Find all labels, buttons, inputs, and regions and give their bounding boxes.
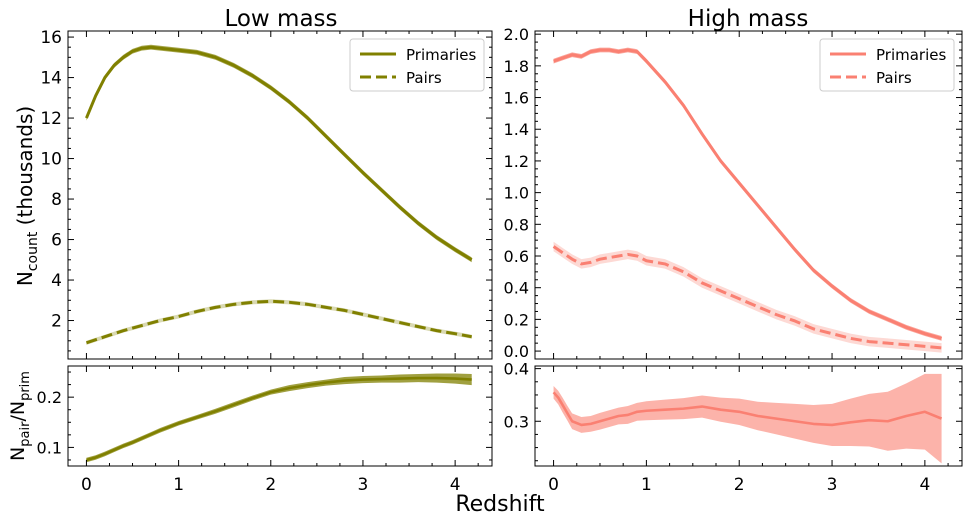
x-tick-label: 2 bbox=[265, 475, 276, 495]
pairs-line bbox=[85, 299, 472, 345]
y-tick-label: 6 bbox=[51, 231, 62, 251]
ratio-line bbox=[86, 376, 472, 462]
ratio-line bbox=[552, 391, 943, 427]
legend-label-primaries: Primaries bbox=[876, 46, 946, 64]
x-tick-label: 4 bbox=[919, 475, 930, 495]
legend-label-pairs: Pairs bbox=[406, 69, 442, 87]
plot-area bbox=[86, 373, 472, 463]
y-tick-label: 0.3 bbox=[504, 412, 529, 431]
pairs-line bbox=[552, 245, 942, 350]
x-tick-label: 1 bbox=[173, 475, 184, 495]
ylabel-ratio: Npair/Nprim bbox=[7, 371, 33, 461]
y-tick-label: 14 bbox=[40, 69, 62, 89]
y-tick-label: 16 bbox=[40, 28, 62, 48]
y-tick-label: 0.4 bbox=[504, 360, 529, 379]
pairs-band bbox=[553, 241, 942, 353]
panel-low-mass-ratio: 0 1 2 3 4 0.1 0.2 bbox=[37, 365, 493, 495]
y-tick-label: 0.8 bbox=[504, 215, 529, 234]
legend: Primaries Pairs bbox=[819, 38, 955, 92]
y-tick-label: 0.6 bbox=[504, 247, 529, 266]
y-tick-label: 4 bbox=[51, 271, 62, 291]
plot-area bbox=[85, 44, 473, 345]
title-low-mass: Low mass bbox=[224, 6, 337, 32]
y-tick-label: 1.4 bbox=[504, 120, 529, 139]
plot-area bbox=[552, 47, 942, 353]
primaries-line bbox=[85, 45, 473, 262]
title-high-mass: High mass bbox=[688, 6, 809, 32]
y-tick-label: 12 bbox=[40, 109, 62, 129]
plot-area bbox=[552, 373, 943, 464]
x-tick-label: 0 bbox=[81, 475, 92, 495]
x-tick-label: 0 bbox=[548, 475, 559, 495]
y-tick-label: 1.2 bbox=[504, 152, 529, 171]
y-tick-label: 0.1 bbox=[37, 438, 62, 457]
y-tick-label: 1.8 bbox=[504, 57, 529, 76]
y-tick-label: 1.6 bbox=[504, 89, 529, 108]
ratio-band bbox=[86, 373, 472, 463]
ratio-band bbox=[553, 373, 942, 464]
primaries-line bbox=[553, 48, 942, 340]
axes-frame bbox=[67, 30, 493, 360]
axes-frame bbox=[534, 365, 963, 467]
y-tick-label: 10 bbox=[40, 150, 62, 170]
y-tick-label: 8 bbox=[51, 190, 62, 210]
x-tick-label: 1 bbox=[641, 475, 652, 495]
pairs-band bbox=[86, 299, 472, 345]
ylabel-main: Ncount (thousands) bbox=[13, 106, 41, 286]
x-tick-label: 2 bbox=[734, 475, 745, 495]
panel-high-mass-counts: 0.0 0.2 0.4 0.6 0.8 1.0 1.2 1.4 1.6 1.8 2.0 Primari… bbox=[504, 25, 963, 361]
panel-low-mass-counts: 2 4 6 8 10 12 14 16 Primaries Pairs bbox=[40, 28, 493, 360]
axes-frame bbox=[67, 365, 493, 467]
y-tick-label: 0.2 bbox=[37, 388, 62, 407]
panel-high-mass-ratio: 0 1 2 3 4 0.3 0.4 bbox=[504, 360, 963, 495]
legend-label-primaries: Primaries bbox=[406, 46, 476, 64]
y-tick-label: 0.2 bbox=[504, 310, 529, 329]
y-tick-label: 0.0 bbox=[504, 342, 529, 361]
y-tick-label: 0.4 bbox=[504, 279, 529, 298]
x-tick-label: 3 bbox=[827, 475, 838, 495]
y-tick-label: 1.0 bbox=[504, 184, 529, 203]
legend: Primaries Pairs bbox=[349, 38, 485, 92]
y-tick-label: 2.0 bbox=[504, 25, 529, 44]
xlabel: Redshift bbox=[455, 492, 545, 517]
legend-label-pairs: Pairs bbox=[876, 69, 912, 87]
axes-frame bbox=[534, 30, 963, 360]
y-tick-label: 2 bbox=[51, 312, 62, 332]
x-tick-label: 4 bbox=[450, 475, 461, 495]
x-tick-label: 3 bbox=[358, 475, 369, 495]
